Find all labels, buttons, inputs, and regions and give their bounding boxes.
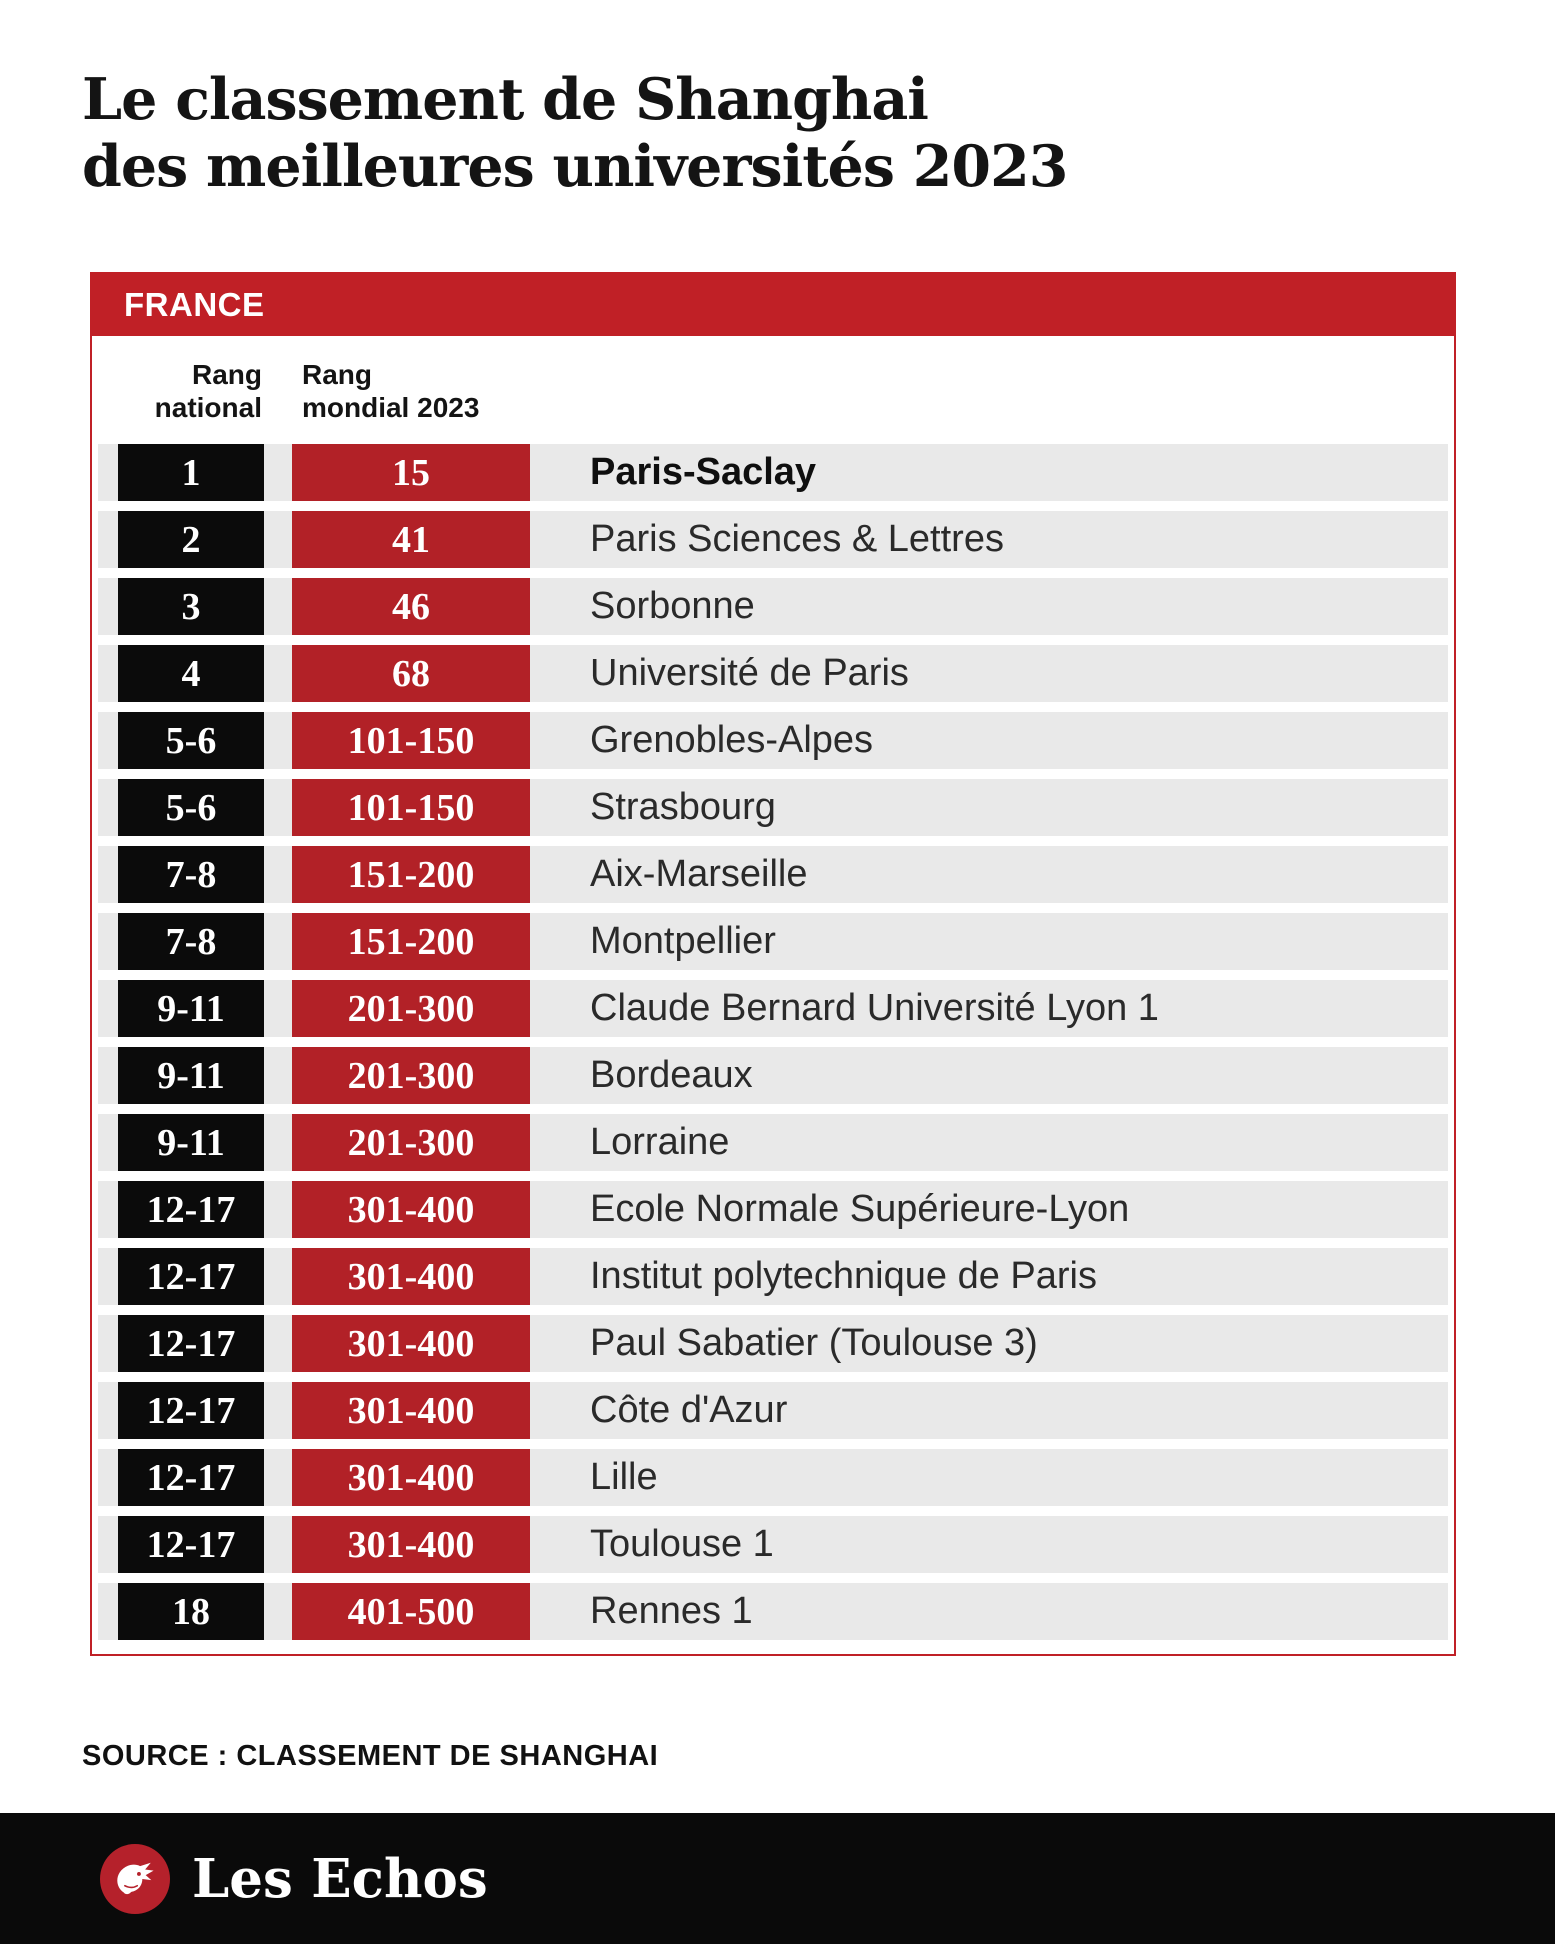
rank-national-badge: 5-6 [118,779,264,836]
university-name: Bordeaux [590,1054,753,1096]
rank-mondial-badge: 68 [292,645,530,702]
rank-mondial-badge: 101-150 [292,779,530,836]
university-name: Paul Sabatier (Toulouse 3) [590,1322,1038,1364]
rank-national-badge: 18 [118,1583,264,1640]
rank-national-badge: 7-8 [118,846,264,903]
table-row: 9-11 201-300 Lorraine [98,1114,1448,1171]
col-header-rang-national: Rang national [154,359,262,423]
university-name: Montpellier [590,920,776,962]
rank-mondial-badge: 301-400 [292,1449,530,1506]
table-row: 3 46 Sorbonne [98,578,1448,635]
university-name: Claude Bernard Université Lyon 1 [590,987,1159,1029]
page-title: Le classement de Shanghai des meilleures… [82,66,1068,200]
ranking-table: FRANCE Rang national Rang mondial 2023 1… [90,272,1456,1656]
table-row: 5-6 101-150 Strasbourg [98,779,1448,836]
table-rows: 1 15 Paris-Saclay 2 41 Paris Sciences & … [92,444,1454,1640]
table-row: 12-17 301-400 Institut polytechnique de … [98,1248,1448,1305]
table-row: 12-17 301-400 Ecole Normale Supérieure-L… [98,1181,1448,1238]
table-row: 12-17 301-400 Paul Sabatier (Toulouse 3) [98,1315,1448,1372]
rank-mondial-badge: 46 [292,578,530,635]
mercury-head-icon [117,1862,154,1894]
university-name: Sorbonne [590,585,755,627]
region-label: FRANCE [124,286,265,323]
university-name: Paris-Saclay [590,451,817,493]
rank-national-badge: 1 [118,444,264,501]
rank-national-badge: 12-17 [118,1248,264,1305]
rank-mondial-badge: 201-300 [292,1047,530,1104]
les-echos-logo [100,1843,170,1914]
university-name: Institut polytechnique de Paris [590,1255,1097,1297]
table-row: 7-8 151-200 Montpellier [98,913,1448,970]
rank-mondial-badge: 301-400 [292,1382,530,1439]
university-name: Université de Paris [590,652,909,694]
rank-national-badge: 7-8 [118,913,264,970]
page-title-line2: des meilleures universités 2023 [82,133,1068,200]
col-header-rang-mondial: Rang mondial 2023 [302,359,480,423]
rank-mondial-badge: 41 [292,511,530,568]
university-name: Strasbourg [590,786,776,828]
rank-mondial-badge: 301-400 [292,1181,530,1238]
table-row: 2 41 Paris Sciences & Lettres [98,511,1448,568]
rank-mondial-badge: 301-400 [292,1516,530,1573]
rank-national-badge: 12-17 [118,1181,264,1238]
rank-mondial-badge: 151-200 [292,913,530,970]
brand-name: Les Echos [192,1847,488,1910]
table-row: 9-11 201-300 Bordeaux [98,1047,1448,1104]
rank-mondial-badge: 201-300 [292,1114,530,1171]
university-name: Toulouse 1 [590,1523,774,1565]
page-title-line1: Le classement de Shanghai [82,66,929,133]
rank-mondial-badge: 301-400 [292,1248,530,1305]
university-name: Ecole Normale Supérieure-Lyon [590,1188,1130,1230]
university-name: Paris Sciences & Lettres [590,518,1004,560]
university-name: Côte d'Azur [590,1389,788,1431]
table-row: 12-17 301-400 Lille [98,1449,1448,1506]
university-name: Rennes 1 [590,1590,753,1632]
university-name: Grenobles-Alpes [590,719,874,761]
university-name: Aix-Marseille [590,853,808,895]
rank-national-badge: 3 [118,578,264,635]
table-row: 5-6 101-150 Grenobles-Alpes [98,712,1448,769]
table-row: 7-8 151-200 Aix-Marseille [98,846,1448,903]
rank-mondial-badge: 401-500 [292,1583,530,1640]
rank-national-badge: 4 [118,645,264,702]
rank-national-badge: 12-17 [118,1382,264,1439]
source-note: SOURCE : CLASSEMENT DE SHANGHAI [82,1740,659,1772]
rank-mondial-badge: 151-200 [292,846,530,903]
rank-mondial-badge: 15 [292,444,530,501]
rank-national-badge: 9-11 [118,980,264,1037]
rank-national-badge: 9-11 [118,1114,264,1171]
rank-national-badge: 12-17 [118,1315,264,1372]
rank-national-badge: 2 [118,511,264,568]
rank-mondial-badge: 301-400 [292,1315,530,1372]
rank-national-badge: 12-17 [118,1516,264,1573]
table-row: 9-11 201-300 Claude Bernard Université L… [98,980,1448,1037]
rank-national-badge: 9-11 [118,1047,264,1104]
column-headers: Rang national Rang mondial 2023 [92,336,1454,444]
region-header-bar: FRANCE [92,274,1454,336]
table-row: 12-17 301-400 Côte d'Azur [98,1382,1448,1439]
table-row: 18 401-500 Rennes 1 [98,1583,1448,1640]
footer-bar: Les Echos [0,1813,1555,1944]
rank-mondial-badge: 101-150 [292,712,530,769]
table-row: 12-17 301-400 Toulouse 1 [98,1516,1448,1573]
table-row: 4 68 Université de Paris [98,645,1448,702]
table-row: 1 15 Paris-Saclay [98,444,1448,501]
rank-mondial-badge: 201-300 [292,980,530,1037]
university-name: Lorraine [590,1121,730,1163]
university-name: Lille [590,1456,658,1498]
rank-national-badge: 12-17 [118,1449,264,1506]
rank-national-badge: 5-6 [118,712,264,769]
